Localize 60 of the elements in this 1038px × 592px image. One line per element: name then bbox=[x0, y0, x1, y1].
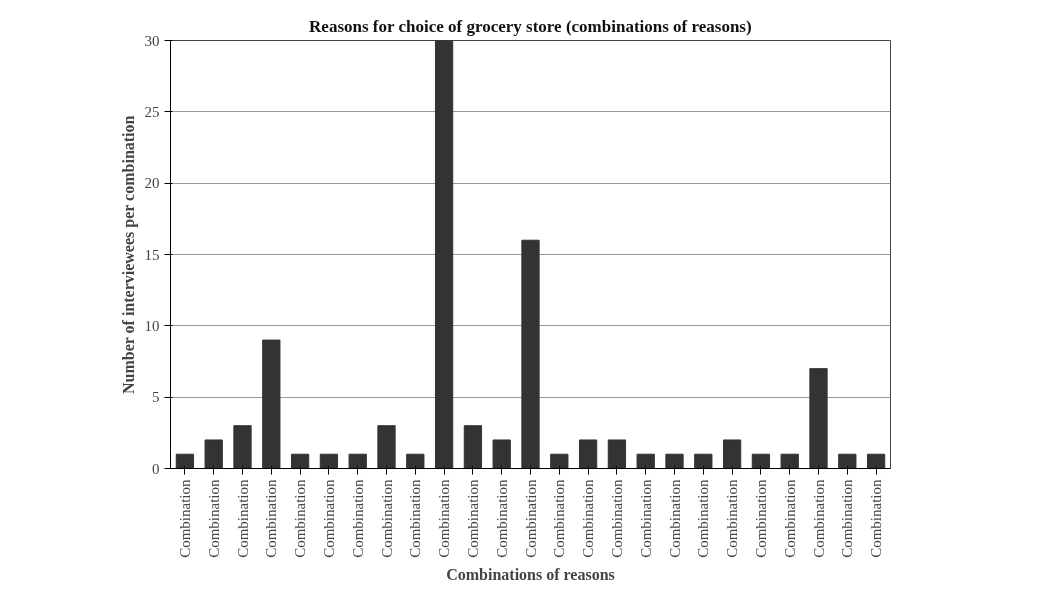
y-tick-label: 5 bbox=[152, 389, 160, 406]
x-tick-label: Combination bbox=[839, 479, 856, 558]
y-tick-label: 20 bbox=[144, 175, 160, 192]
bar bbox=[463, 425, 483, 469]
bar bbox=[521, 239, 540, 469]
y-tick-label: 15 bbox=[144, 246, 160, 263]
bar bbox=[838, 453, 857, 469]
y-tick-label: 10 bbox=[144, 317, 160, 334]
x-tick-label: Combination bbox=[349, 479, 366, 558]
x-tick-label: Combination bbox=[263, 479, 280, 558]
bar bbox=[809, 368, 828, 469]
x-tick-label: Combination bbox=[580, 479, 597, 558]
bar bbox=[377, 425, 396, 469]
x-tick-label: Combination bbox=[551, 479, 568, 558]
bar bbox=[636, 453, 655, 469]
x-tick-label: Combination bbox=[205, 479, 222, 558]
bar bbox=[204, 439, 223, 469]
x-tick-label: Combination bbox=[752, 479, 769, 558]
x-tick-label: Combination bbox=[292, 479, 309, 558]
x-tick-label: Combination bbox=[608, 479, 625, 558]
bar bbox=[694, 453, 713, 469]
x-tick-label: Combination bbox=[781, 479, 798, 558]
x-tick-label: Combination bbox=[493, 479, 510, 558]
bar bbox=[290, 453, 310, 469]
x-tick-label: Combination bbox=[724, 479, 741, 558]
x-tick-label: Combination bbox=[695, 479, 712, 558]
y-tick-label: 0 bbox=[152, 460, 160, 477]
x-tick-label: Combination bbox=[464, 479, 481, 558]
x-tick-label: Combination bbox=[868, 479, 885, 558]
x-tick-label: Combination bbox=[522, 479, 539, 558]
bar bbox=[434, 40, 454, 469]
bar bbox=[780, 453, 799, 469]
y-axis-title: Number of interviewees per combination bbox=[119, 115, 138, 395]
bar bbox=[406, 453, 425, 469]
bar bbox=[319, 453, 339, 469]
y-tick-label: 30 bbox=[144, 32, 160, 49]
bar bbox=[665, 453, 684, 469]
x-tick-label: Combination bbox=[407, 479, 424, 558]
x-tick-label: Combination bbox=[234, 479, 251, 558]
bar bbox=[866, 453, 886, 469]
x-tick-label: Combination bbox=[436, 479, 453, 558]
x-axis-title: Combinations of reasons bbox=[446, 565, 615, 583]
bar bbox=[550, 453, 569, 469]
bar bbox=[262, 339, 281, 469]
chart-title: Reasons for choice of grocery store (combinations of reasons) bbox=[309, 16, 752, 36]
bar bbox=[751, 453, 771, 469]
x-tick-label: Combination bbox=[378, 479, 395, 558]
x-tick-label: Combination bbox=[810, 479, 827, 558]
bar bbox=[722, 439, 742, 469]
bar bbox=[492, 439, 511, 469]
y-tick-label: 25 bbox=[144, 103, 160, 120]
x-tick-label: Combination bbox=[637, 479, 654, 558]
x-tick-label: Combination bbox=[320, 479, 337, 558]
bar bbox=[348, 453, 367, 469]
bar bbox=[233, 425, 252, 469]
x-tick-label: Combination bbox=[176, 479, 193, 558]
bar bbox=[175, 453, 195, 469]
bar bbox=[578, 439, 598, 469]
bar bbox=[607, 439, 627, 469]
x-tick-label: Combination bbox=[666, 479, 683, 558]
